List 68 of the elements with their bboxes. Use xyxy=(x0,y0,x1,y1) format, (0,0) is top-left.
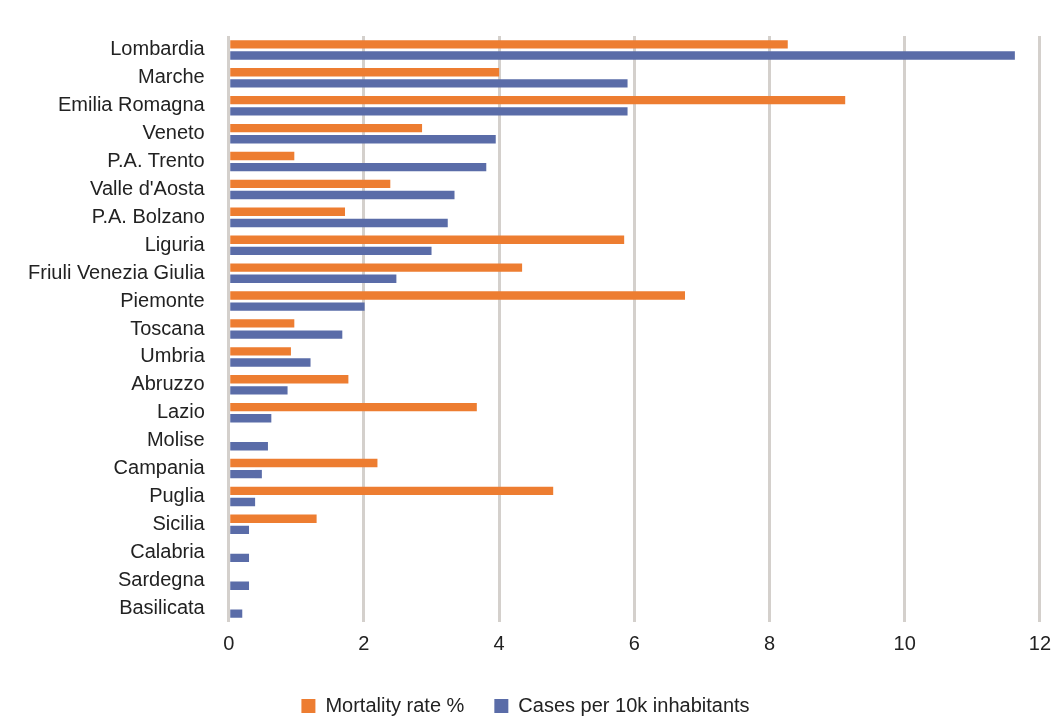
bar xyxy=(230,179,391,189)
y-tick-label: Veneto xyxy=(142,121,205,144)
bar xyxy=(230,68,500,77)
bar xyxy=(230,609,243,618)
y-tick-label: Umbria xyxy=(140,344,206,367)
bar xyxy=(230,358,311,367)
x-tick-label: 4 xyxy=(493,631,505,654)
bar xyxy=(230,246,432,256)
bar xyxy=(230,162,487,172)
y-tick-label: Lombardia xyxy=(110,37,206,60)
bar xyxy=(230,386,288,395)
bar xyxy=(230,319,295,328)
bar xyxy=(230,190,455,200)
y-tick-label: Calabria xyxy=(130,539,206,562)
bar xyxy=(230,107,628,116)
bar xyxy=(230,135,496,144)
legend-label: Cases per 10k inhabitants xyxy=(518,693,750,716)
legend-label: Mortality rate % xyxy=(325,693,465,716)
bar xyxy=(230,302,365,311)
y-tick-label: Puglia xyxy=(149,483,206,506)
y-tick-label: P.A. Bolzano xyxy=(91,204,205,227)
y-tick-label: Abruzzo xyxy=(131,372,205,395)
bar xyxy=(230,514,317,523)
bar xyxy=(230,414,272,423)
bar xyxy=(230,79,628,88)
y-tick-label: Emilia Romagna xyxy=(58,93,206,116)
y-tick-label: Molise xyxy=(146,428,205,451)
y-tick-label: P.A. Trento xyxy=(107,149,205,172)
bar xyxy=(230,458,378,468)
bar xyxy=(230,581,250,590)
y-tick-label: Lazio xyxy=(156,400,205,423)
y-tick-label: Friuli Venezia Giulia xyxy=(28,260,206,283)
bar xyxy=(230,291,686,300)
bar xyxy=(230,330,343,339)
bar xyxy=(230,402,477,412)
bar xyxy=(230,96,846,105)
bar xyxy=(230,263,523,272)
bar xyxy=(230,497,256,507)
bar xyxy=(230,235,625,244)
bar xyxy=(230,525,250,535)
bar xyxy=(230,51,1015,60)
x-tick-label: 12 xyxy=(1028,631,1051,654)
bar xyxy=(230,442,268,451)
bar xyxy=(230,553,250,563)
y-tick-label: Valle d'Aosta xyxy=(90,176,206,199)
x-tick-label: 2 xyxy=(358,631,370,654)
y-tick-label: Sicilia xyxy=(152,511,206,534)
bar xyxy=(230,40,788,49)
x-tick-label: 6 xyxy=(628,631,640,654)
bar xyxy=(230,123,423,133)
bar xyxy=(230,375,349,384)
bar xyxy=(230,207,346,216)
y-tick-label: Sardegna xyxy=(118,567,206,590)
bar xyxy=(230,347,291,356)
y-tick-label: Basilicata xyxy=(119,595,206,618)
bar xyxy=(230,274,397,283)
y-tick-label: Marche xyxy=(138,65,205,88)
bar xyxy=(230,486,554,496)
bar xyxy=(230,218,448,228)
y-tick-label: Piemonte xyxy=(120,288,205,311)
y-tick-label: Toscana xyxy=(130,316,206,339)
y-tick-label: Campania xyxy=(113,456,206,479)
x-tick-label: 0 xyxy=(223,631,235,654)
x-tick-label: 10 xyxy=(893,631,916,654)
bar xyxy=(230,151,295,161)
x-tick-label: 8 xyxy=(763,631,776,654)
y-tick-label: Liguria xyxy=(144,232,206,255)
bar xyxy=(230,469,262,479)
